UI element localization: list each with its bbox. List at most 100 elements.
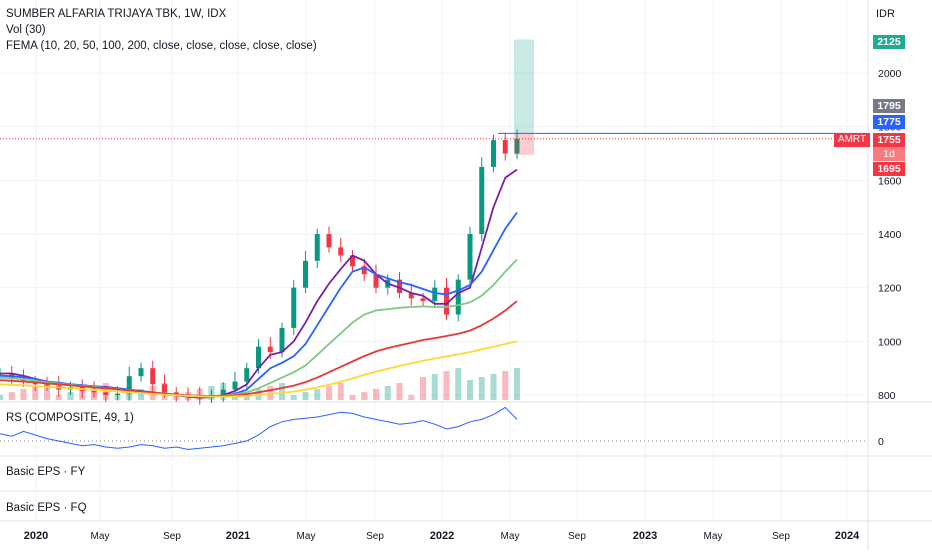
- volume-bar: [67, 392, 74, 400]
- candle-body: [350, 255, 355, 267]
- volume-bar: [384, 386, 391, 400]
- volume-bar: [478, 377, 485, 400]
- volume-bar: [514, 368, 520, 400]
- volume-bar: [32, 386, 39, 400]
- volume-bar: [232, 395, 238, 400]
- volume-bar: [161, 383, 168, 400]
- volume-bar: [290, 395, 297, 400]
- fema-line-fema-100: [0, 300, 518, 398]
- candle-body: [338, 247, 344, 256]
- candle-body: [326, 234, 332, 248]
- time-axis-label: 2022: [430, 530, 454, 542]
- candle-body: [373, 274, 379, 288]
- volume-bar: [20, 389, 27, 400]
- volume-bar: [91, 386, 97, 400]
- candle-body: [244, 368, 250, 382]
- volume-bar: [267, 386, 274, 400]
- price-tick-label: 1400: [878, 229, 902, 241]
- candle-body: [232, 381, 238, 390]
- candle-body: [138, 368, 144, 377]
- low-price-tag: 1695: [873, 162, 905, 176]
- volume-bar: [396, 383, 403, 400]
- legend-volume: Vol (30): [6, 24, 46, 36]
- ticker-tag: AMRT: [834, 133, 870, 147]
- volume-bar: [337, 383, 344, 400]
- candle-body: [502, 140, 508, 154]
- price-tick-label: 1200: [878, 283, 902, 295]
- position-stop-zone: [514, 133, 534, 155]
- volume-bar: [114, 395, 121, 400]
- volume-bar: [279, 383, 285, 400]
- volume-bar: [408, 395, 415, 400]
- volume-bar: [196, 389, 203, 400]
- volume-bar: [455, 368, 462, 400]
- candle-body: [491, 140, 496, 167]
- time-axis-label: Sep: [772, 531, 790, 542]
- candle-body: [467, 234, 473, 280]
- time-axis-label: Sep: [163, 531, 181, 542]
- candle-body: [220, 389, 226, 395]
- candle-body: [103, 392, 109, 395]
- ma-price-tag: 1775: [873, 115, 905, 129]
- time-axis-label: May: [297, 531, 316, 542]
- time-axis-label: Sep: [366, 531, 384, 542]
- volume-bar: [0, 395, 3, 400]
- candle-body: [303, 260, 308, 288]
- volume-bar: [220, 383, 227, 400]
- volume-bar: [314, 389, 321, 400]
- price-tick-label: 2000: [878, 68, 902, 80]
- time-axis-label: 2024: [835, 530, 860, 542]
- candle-body: [397, 279, 402, 294]
- volume-bar: [126, 392, 133, 400]
- eps-fy-label: Basic EPS · FY: [6, 466, 86, 478]
- fema-line-fema-200: [0, 340, 518, 398]
- candle-body: [162, 384, 167, 393]
- volume-bar: [138, 389, 144, 400]
- candle-body: [291, 287, 297, 328]
- volume-bar: [431, 374, 438, 400]
- candle-body: [408, 293, 414, 299]
- candle-body: [44, 384, 50, 386]
- candle-body: [267, 346, 273, 353]
- volume-bar: [79, 389, 86, 400]
- time-axis-label: Sep: [568, 531, 586, 542]
- candle-body: [150, 368, 156, 385]
- candle-body: [279, 327, 285, 353]
- rs-pane-label: RS (COMPOSITE, 49, 1): [6, 412, 134, 424]
- time-axis-label: 2021: [226, 530, 250, 542]
- eps-fq-label: Basic EPS · FQ: [6, 502, 87, 514]
- volume-bar: [302, 392, 309, 400]
- volume-bar: [443, 371, 450, 400]
- high-price-tag: 1795: [873, 99, 905, 113]
- volume-bar: [420, 377, 426, 400]
- time-axis-label: May: [501, 531, 520, 542]
- candle-body: [432, 287, 438, 302]
- time-axis-label: 2023: [633, 530, 657, 542]
- candle-body: [455, 279, 461, 315]
- rs-zero-label: 0: [878, 436, 884, 448]
- price-tick-label: 1000: [878, 336, 902, 348]
- candle-body: [91, 390, 97, 393]
- price-tick-label: 800: [878, 390, 896, 402]
- volume-bar: [173, 395, 180, 400]
- volume-bar: [361, 392, 368, 400]
- currency-label: IDR: [876, 8, 895, 20]
- position-target-zone: [514, 39, 534, 134]
- legend-fema: FEMA (10, 20, 50, 100, 200, close, close…: [6, 40, 317, 52]
- target-price-tag: 2125: [873, 35, 905, 49]
- price-tick-label: 1600: [878, 175, 902, 187]
- volume-bar: [502, 371, 509, 400]
- volume-bar: [8, 392, 15, 400]
- volume-bar: [208, 386, 215, 400]
- volume-bar: [467, 380, 473, 400]
- time-axis-label: May: [704, 531, 723, 542]
- volume-bar: [490, 374, 497, 400]
- candle-body: [126, 376, 132, 394]
- time-axis-label: May: [91, 531, 110, 542]
- volume-bar: [55, 395, 62, 400]
- volume-bar: [373, 389, 379, 400]
- fema-line-fema-50: [0, 258, 518, 398]
- last-price-tag: 1755: [873, 133, 905, 147]
